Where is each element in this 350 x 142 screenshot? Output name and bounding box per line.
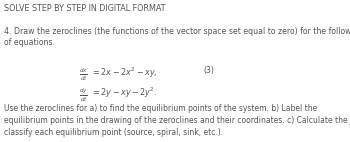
Text: $= 2y - xy - 2y^2.$: $= 2y - xy - 2y^2.$ — [91, 85, 157, 100]
Text: $= 2x - 2x^2 - xy,$: $= 2x - 2x^2 - xy,$ — [91, 66, 157, 81]
Text: $\frac{dx}{dt}$: $\frac{dx}{dt}$ — [79, 67, 89, 83]
Text: Use the zeroclines for a) to find the equilibrium points of the system. b) Label: Use the zeroclines for a) to find the eq… — [4, 104, 350, 137]
Text: $\frac{dy}{dt}$: $\frac{dy}{dt}$ — [79, 86, 89, 104]
Text: SOLVE STEP BY STEP IN DIGITAL FORMAT: SOLVE STEP BY STEP IN DIGITAL FORMAT — [4, 4, 166, 13]
Text: 4. Draw the zeroclines (the functions of the vector space set equal to zero) for: 4. Draw the zeroclines (the functions of… — [4, 27, 350, 47]
Text: (3): (3) — [203, 66, 214, 75]
